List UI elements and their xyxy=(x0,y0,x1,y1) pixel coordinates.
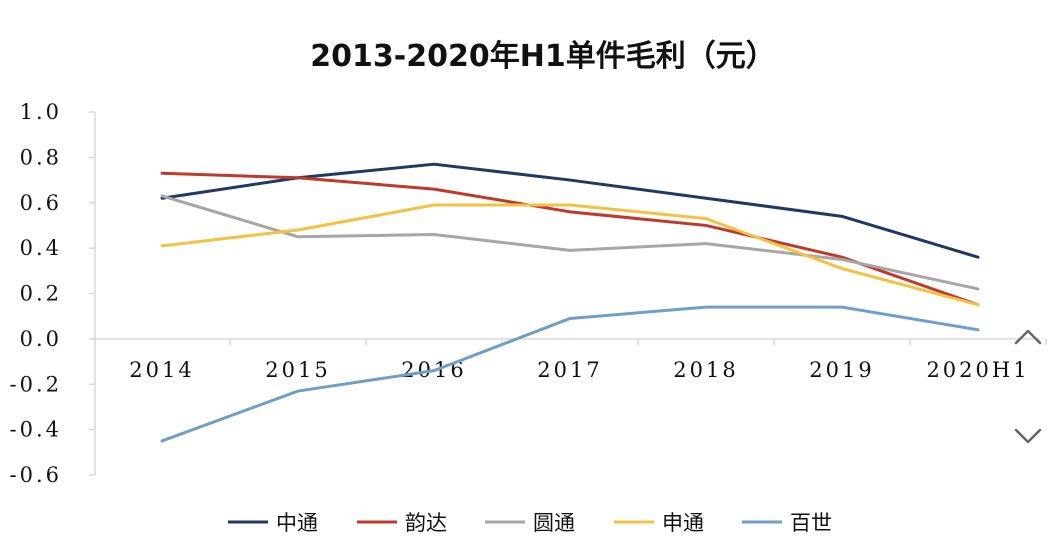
y-tick-label: 1.0 xyxy=(20,100,62,124)
legend-label: 韵达 xyxy=(405,511,447,535)
x-tick-label: 2020H1 xyxy=(926,358,1029,382)
legend-item: 圆通 xyxy=(485,511,575,535)
scroll-up-button[interactable] xyxy=(1010,322,1046,352)
legend-item: 中通 xyxy=(228,511,318,535)
axes: 1.0 0.8 0.6 0.4 0.2 0.0 -0.2 -0.4 -0.6 2014 2015 20… xyxy=(10,100,1047,487)
x-tick-label: 2017 xyxy=(537,358,602,382)
series-line-2 xyxy=(160,171,980,307)
legend-item: 申通 xyxy=(614,511,704,535)
y-tick-label: -0.4 xyxy=(10,418,63,442)
chevron-down-icon xyxy=(1014,428,1042,444)
x-tick-label: 2018 xyxy=(673,358,738,382)
y-tick-label: -0.6 xyxy=(10,463,63,487)
legend: 中通 韵达 圆通 申通 百世 xyxy=(228,511,832,535)
x-tick-label: 2015 xyxy=(265,358,330,382)
y-tick-label: 0.0 xyxy=(20,327,62,351)
chart-title: 2013-2020年H1单件毛利（元） xyxy=(310,39,775,74)
y-tick-label: 0.2 xyxy=(20,282,62,306)
y-tick-label: 0.6 xyxy=(20,191,62,215)
legend-label: 百世 xyxy=(790,511,832,535)
chevron-up-icon xyxy=(1014,329,1042,345)
y-tick-label: 0.4 xyxy=(20,236,62,260)
y-tick-label: 0.8 xyxy=(20,145,62,169)
legend-item: 韵达 xyxy=(357,511,447,535)
x-tick-label: 2019 xyxy=(809,358,874,382)
legend-label: 申通 xyxy=(662,511,704,535)
scroll-down-button[interactable] xyxy=(1010,420,1046,450)
x-tick-label: 2014 xyxy=(129,358,194,382)
legend-label: 圆通 xyxy=(533,511,575,535)
legend-item: 百世 xyxy=(742,511,832,535)
legend-label: 中通 xyxy=(276,511,318,535)
y-tick-label: -0.2 xyxy=(10,372,63,396)
series-line-3 xyxy=(160,194,980,291)
series-layer xyxy=(160,162,980,443)
